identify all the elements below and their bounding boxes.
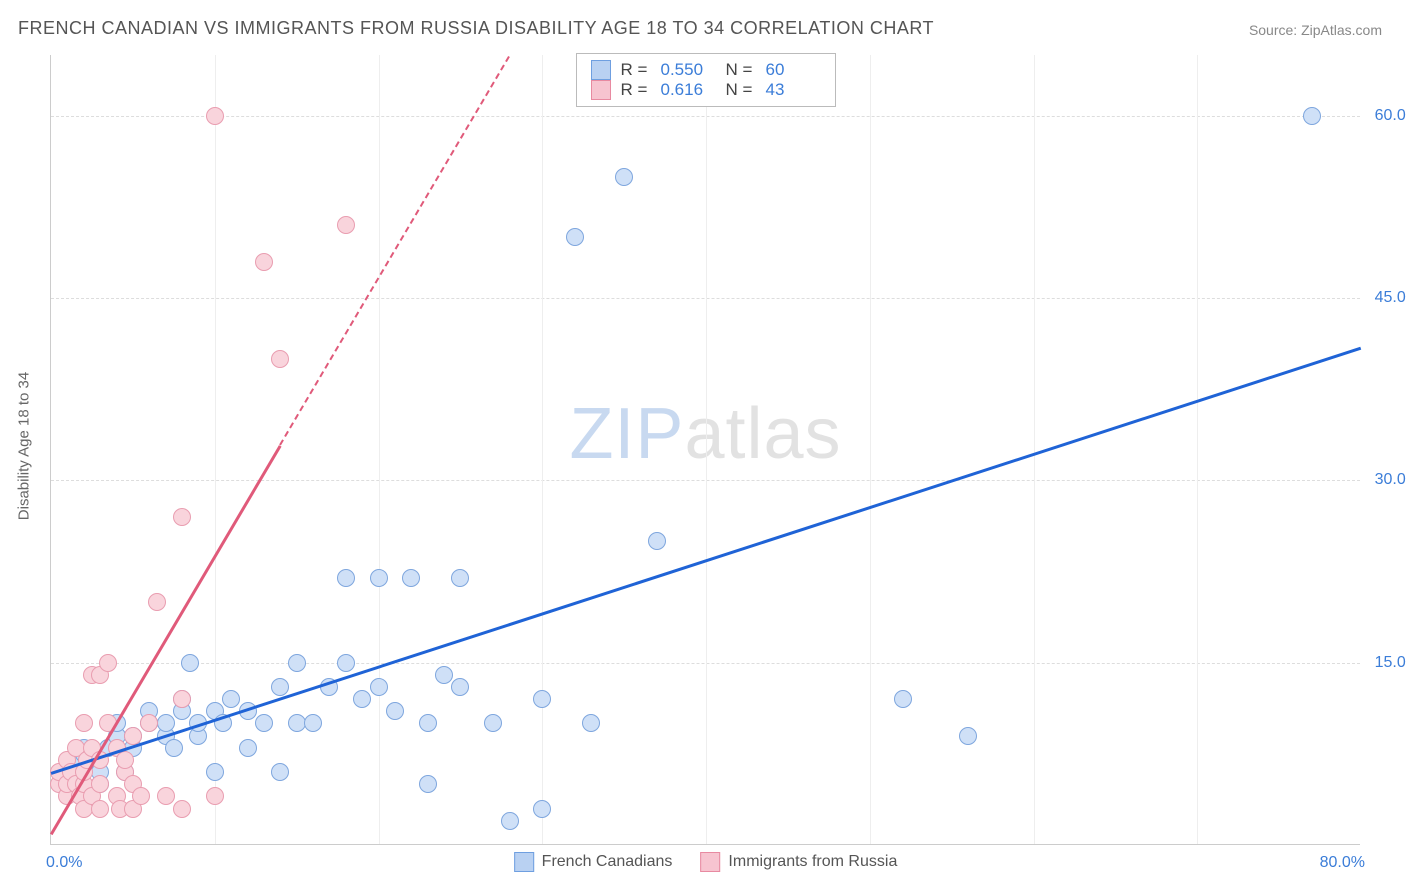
data-point	[239, 739, 257, 757]
grid-line-v	[706, 55, 707, 844]
grid-line-v	[379, 55, 380, 844]
source-label: Source: ZipAtlas.com	[1249, 22, 1382, 38]
data-point	[132, 787, 150, 805]
series-legend: French Canadians Immigrants from Russia	[514, 852, 898, 872]
data-point	[91, 775, 109, 793]
correlation-legend: R = 0.550 N = 60 R = 0.616 N = 43	[576, 53, 836, 107]
data-point	[75, 714, 93, 732]
data-point	[206, 107, 224, 125]
data-point	[173, 800, 191, 818]
legend-swatch-1b	[514, 852, 534, 872]
legend-n-label: N =	[726, 80, 756, 100]
data-point	[116, 751, 134, 769]
legend-row-series2: R = 0.616 N = 43	[591, 80, 821, 100]
data-point	[370, 678, 388, 696]
legend-swatch-2	[591, 80, 611, 100]
data-point	[304, 714, 322, 732]
trend-line-dashed	[279, 55, 510, 445]
data-point	[181, 654, 199, 672]
y-axis-label: Disability Age 18 to 34	[16, 372, 33, 520]
data-point	[386, 702, 404, 720]
data-point	[140, 714, 158, 732]
legend-label-1: French Canadians	[542, 853, 673, 871]
data-point	[451, 569, 469, 587]
y-tick-label: 60.0%	[1365, 107, 1406, 125]
data-point	[959, 727, 977, 745]
legend-label-2: Immigrants from Russia	[728, 853, 897, 871]
grid-line-v	[870, 55, 871, 844]
legend-n-value-2: 43	[766, 80, 821, 100]
data-point	[370, 569, 388, 587]
data-point	[165, 739, 183, 757]
data-point	[615, 168, 633, 186]
data-point	[288, 714, 306, 732]
data-point	[582, 714, 600, 732]
grid-line-v	[542, 55, 543, 844]
data-point	[124, 727, 142, 745]
data-point	[157, 714, 175, 732]
legend-r-label: R =	[621, 80, 651, 100]
y-tick-label: 30.0%	[1365, 471, 1406, 489]
legend-n-value-1: 60	[766, 60, 821, 80]
x-tick-min: 0.0%	[46, 854, 82, 872]
data-point	[533, 690, 551, 708]
legend-swatch-1	[591, 60, 611, 80]
data-point	[533, 800, 551, 818]
legend-r-value-2: 0.616	[661, 80, 716, 100]
legend-r-value-1: 0.550	[661, 60, 716, 80]
data-point	[157, 787, 175, 805]
data-point	[337, 216, 355, 234]
data-point	[206, 787, 224, 805]
legend-item-1: French Canadians	[514, 852, 673, 872]
data-point	[353, 690, 371, 708]
data-point	[566, 228, 584, 246]
data-point	[451, 678, 469, 696]
data-point	[206, 763, 224, 781]
data-point	[337, 654, 355, 672]
data-point	[435, 666, 453, 684]
data-point	[255, 714, 273, 732]
legend-item-2: Immigrants from Russia	[700, 852, 897, 872]
data-point	[419, 714, 437, 732]
data-point	[91, 800, 109, 818]
legend-r-label: R =	[621, 60, 651, 80]
data-point	[402, 569, 420, 587]
data-point	[99, 654, 117, 672]
data-point	[648, 532, 666, 550]
data-point	[894, 690, 912, 708]
data-point	[501, 812, 519, 830]
y-tick-label: 15.0%	[1365, 654, 1406, 672]
data-point	[271, 350, 289, 368]
data-point	[337, 569, 355, 587]
data-point	[173, 690, 191, 708]
data-point	[255, 253, 273, 271]
data-point	[148, 593, 166, 611]
watermark-atlas: atlas	[684, 394, 841, 474]
data-point	[222, 690, 240, 708]
scatter-plot-area: ZIPatlas R = 0.550 N = 60 R = 0.616 N = …	[50, 55, 1360, 845]
data-point	[271, 678, 289, 696]
watermark-zip: ZIP	[569, 394, 684, 474]
legend-row-series1: R = 0.550 N = 60	[591, 60, 821, 80]
data-point	[419, 775, 437, 793]
data-point	[1303, 107, 1321, 125]
chart-title: FRENCH CANADIAN VS IMMIGRANTS FROM RUSSI…	[18, 18, 934, 39]
grid-line-v	[1197, 55, 1198, 844]
trend-line	[50, 445, 281, 835]
legend-n-label: N =	[726, 60, 756, 80]
x-tick-max: 80.0%	[1320, 854, 1365, 872]
grid-line-v	[1034, 55, 1035, 844]
data-point	[173, 508, 191, 526]
y-tick-label: 45.0%	[1365, 289, 1406, 307]
data-point	[288, 654, 306, 672]
data-point	[271, 763, 289, 781]
data-point	[484, 714, 502, 732]
legend-swatch-2b	[700, 852, 720, 872]
